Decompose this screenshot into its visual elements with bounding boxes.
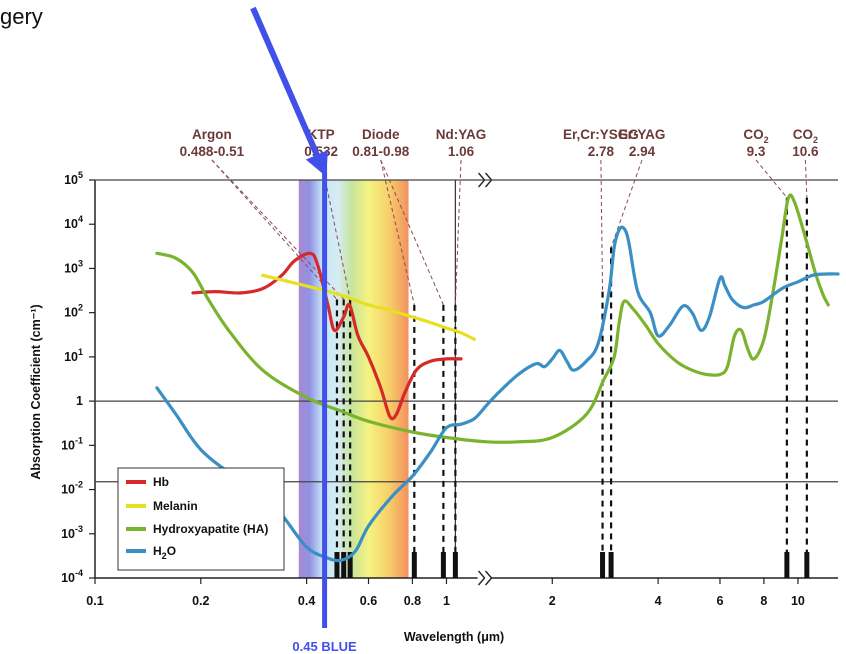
y-tick-label: 10-4: [61, 568, 83, 585]
legend-label-ha: Hydroxyapatite (HA): [153, 522, 268, 536]
laser-name-co2-9-3: CO2: [743, 127, 768, 145]
arrow-icon: [250, 6, 328, 177]
laser-value-9-3: 9.3: [747, 144, 766, 159]
laser-connector-0-98: [380, 159, 444, 306]
y-tick-label: 101: [64, 347, 83, 364]
x-tick-label: 1: [443, 594, 450, 608]
x-tick-label: 10: [791, 594, 805, 608]
x-tick-label: 0.2: [192, 594, 209, 608]
laser-marker-0-98: [440, 552, 446, 578]
blue-highlight-label: 0.45 BLUE: [292, 639, 357, 654]
laser-connector-1-06: [454, 159, 462, 305]
legend: Hb Melanin Hydroxyapatite (HA) H2O: [117, 467, 285, 571]
laser-labels: Argon 0.488-0.51 KTP 0.532 Diode 0.81-0.98 Nd:…: [180, 127, 819, 159]
laser-value-2-78: 2.78: [588, 144, 615, 159]
laser-name-co2-10-6: CO2: [793, 127, 818, 145]
laser-marker-0-488: [334, 552, 340, 578]
laser-value-1-06: 1.06: [448, 144, 475, 159]
cropped-title-text: gery: [0, 4, 43, 29]
y-tick-label: 102: [64, 303, 83, 320]
laser-name-ktp-0-532: KTP: [308, 127, 335, 142]
laser-name-nd-yag-1-06: Nd:YAG: [436, 127, 487, 142]
laser-connector-0-488: [211, 159, 338, 300]
laser-marker-9-3: [784, 552, 790, 578]
laser-marker-0-51: [341, 552, 347, 578]
laser-name-diode-0-81-0-98: Diode: [362, 127, 400, 142]
x-tick-label: 0.8: [404, 594, 421, 608]
series-line-hb: [191, 251, 463, 421]
y-tick-label: 10-2: [61, 480, 83, 497]
y-tick-label: 104: [64, 214, 83, 231]
series-line-hydroxyapatite-ha: [155, 193, 830, 444]
laser-marker-2-78: [600, 552, 606, 578]
x-tick-label: 0.1: [86, 594, 103, 608]
y-axis-title: Absorption Coefficient (cm⁻¹): [29, 304, 43, 479]
legend-label-melanin: Melanin: [153, 499, 198, 513]
laser-connector-0-51: [211, 159, 345, 300]
laser-value-10-6: 10.6: [792, 144, 819, 159]
laser-marker-1-06: [452, 552, 458, 578]
x-tick-label: 0.6: [360, 594, 377, 608]
laser-marker-10-6: [804, 552, 810, 578]
y-tick-label: 105: [64, 170, 83, 187]
y-tick-label: 103: [64, 258, 83, 275]
laser-value-0-532: 0.532: [304, 144, 338, 159]
bottom-axis-break: [477, 568, 493, 588]
y-tick-label: 10-1: [61, 435, 83, 452]
x-tick-label: 4: [655, 594, 662, 608]
laser-name-er-yag-2-94: Er:YAG: [619, 127, 666, 142]
x-tick-label: 0.4: [298, 594, 315, 608]
laser-marker-2-94: [608, 552, 614, 578]
reference-lines: [95, 179, 838, 483]
laser-marker-0-532: [347, 552, 353, 578]
legend-label-h2o: H2O: [153, 544, 176, 561]
laser-connector-2-78: [600, 159, 604, 292]
x-tick-label: 2: [549, 594, 556, 608]
x-tick-label: 8: [760, 594, 767, 608]
y-tick-label: 1: [76, 394, 83, 408]
visible-spectrum-band: [298, 180, 409, 578]
legend-label-hb: Hb: [153, 475, 169, 489]
spectrum-gradient-rect: [298, 180, 409, 578]
x-axis-ticks: 0.1 0.2 0.4 0.6 0.8 1 2 4 6 8 10: [86, 578, 805, 608]
blue-highlight: 0.45 BLUE: [250, 6, 357, 654]
y-tick-label: 10-3: [61, 524, 83, 541]
laser-marker-0-81: [411, 552, 417, 578]
series-line-h-o: [155, 225, 840, 563]
laser-connector-0-81: [380, 159, 415, 305]
laser-wavelength-lines: [211, 159, 810, 578]
laser-value-2-94: 2.94: [629, 144, 656, 159]
laser-connector-9-3: [755, 159, 788, 198]
laser-name-er-cr-ysgg-2-78: Er,Cr:YSGG: [563, 127, 639, 142]
x-axis-title: Wavelength (μm): [404, 630, 504, 644]
laser-value-0-488-0-51: 0.488-0.51: [180, 144, 245, 159]
y-axis-ticks: 105 104 103 102 101 1 10-1 10-2 10-3 10-4: [61, 170, 95, 585]
laser-value-0-81-0-98: 0.81-0.98: [352, 144, 410, 159]
laser-name-argon-0-488-0-51: Argon: [192, 127, 232, 142]
laser-connector-10-6: [804, 159, 808, 198]
x-tick-label: 6: [717, 594, 724, 608]
